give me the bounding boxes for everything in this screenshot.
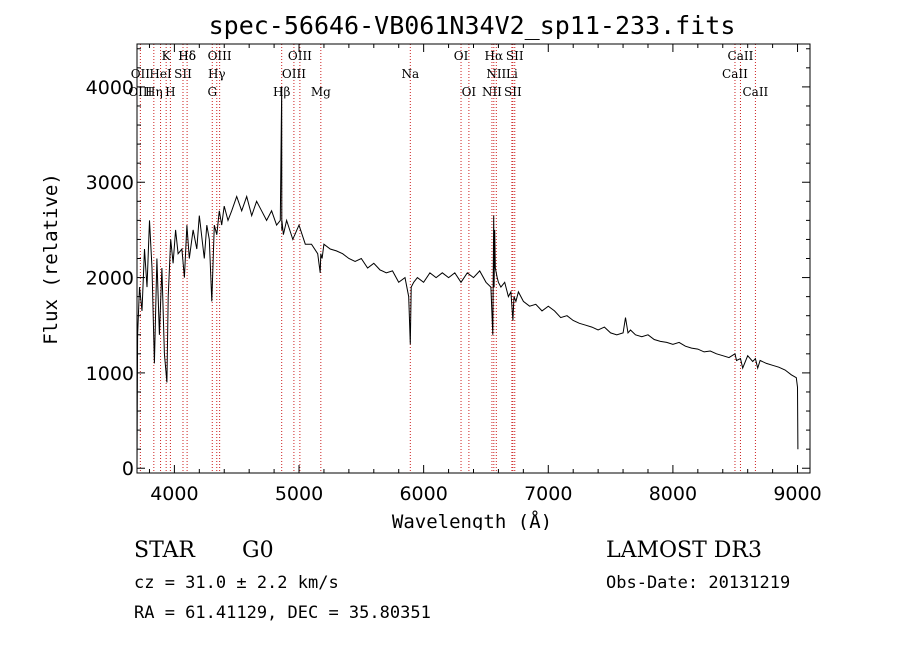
line-label: H — [165, 85, 175, 99]
x-tick-label: 7000 — [524, 483, 572, 505]
spectrum-series-line — [136, 86, 799, 469]
y-tick-label: 3000 — [86, 172, 134, 194]
line-label: Hδ — [178, 49, 196, 63]
object-subclass: G0 — [242, 538, 274, 563]
line-label: OIII — [282, 67, 306, 81]
emission-line-markers — [139, 44, 756, 473]
line-label: Hα — [485, 49, 504, 63]
line-label: CaII — [742, 85, 768, 99]
line-label: CaII — [728, 49, 754, 63]
line-label: Na — [401, 67, 419, 81]
x-axis-ticks: 4000 5000 6000 7000 8000 9000 — [148, 44, 822, 505]
y-tick-label: 0 — [122, 458, 134, 480]
x-tick-label: 9000 — [773, 483, 821, 505]
y-tick-label: 2000 — [86, 268, 134, 290]
line-label: Hη — [145, 85, 163, 99]
chart-title: spec-56646-VB061N34V2_sp11-233.fits — [209, 11, 736, 40]
object-class: STAR — [134, 538, 195, 563]
y-tick-label: 1000 — [86, 363, 134, 385]
line-label: Hγ — [208, 67, 226, 81]
observation-date: Obs-Date: 20131219 — [606, 573, 791, 593]
coordinates: RA = 61.41129, DEC = 35.80351 — [134, 603, 431, 623]
x-tick-label: 4000 — [150, 483, 198, 505]
y-axis-ticks: 0 1000 2000 3000 4000 — [86, 48, 810, 480]
x-axis-label: Wavelength (Å) — [392, 510, 552, 530]
line-label: Hδ — [178, 49, 196, 63]
x-tick-label: 6000 — [399, 483, 447, 505]
redshift-value: cz = 31.0 ± 2.2 km/s — [134, 573, 339, 593]
x-tick-label: 5000 — [275, 483, 323, 505]
plot-frame — [136, 43, 811, 474]
line-label: K — [162, 49, 172, 63]
line-label: SII — [506, 49, 524, 63]
spectrum-chart: spec-56646-VB061N34V2_sp11-233.fits HδK H… — [40, 11, 822, 530]
line-label: OI — [454, 49, 469, 63]
line-label: OIII — [208, 49, 232, 63]
line-label: OIII — [128, 85, 152, 99]
line-label: Li — [506, 67, 518, 81]
line-label: HeI — [149, 67, 172, 81]
line-label: NII — [482, 85, 502, 99]
line-label: OII — [131, 67, 151, 81]
line-label: CaII — [722, 67, 748, 81]
y-tick-label: 4000 — [86, 77, 134, 99]
line-label: G — [207, 85, 217, 99]
line-label: Mg — [311, 85, 331, 99]
line-label: OI — [462, 85, 477, 99]
survey-name: LAMOST DR3 — [606, 538, 762, 563]
line-label: NII — [486, 67, 506, 81]
line-label: SII — [174, 67, 192, 81]
x-tick-label: 8000 — [649, 483, 697, 505]
line-label: SII — [504, 85, 522, 99]
line-label: OIII — [288, 49, 312, 63]
y-axis-label: Flux (relative) — [40, 173, 62, 345]
